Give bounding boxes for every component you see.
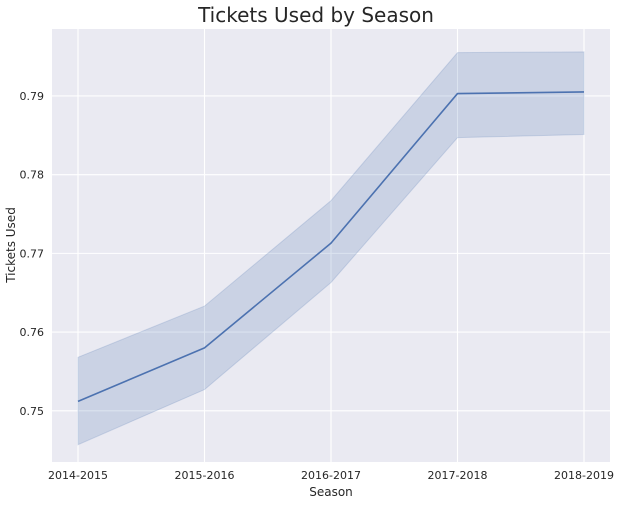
x-tick-label: 2018-2019 xyxy=(554,469,614,482)
y-tick-label: 0.78 xyxy=(20,169,45,182)
x-tick-label: 2015-2016 xyxy=(175,469,235,482)
x-tick-label: 2017-2018 xyxy=(428,469,488,482)
y-tick-labels: 0.75 0.76 0.77 0.78 0.79 xyxy=(20,90,45,418)
x-axis-label: Season xyxy=(309,485,353,499)
x-tick-label: 2014-2015 xyxy=(48,469,108,482)
y-tick-label: 0.79 xyxy=(20,90,45,103)
x-tick-label: 2016-2017 xyxy=(301,469,361,482)
y-axis-label: Tickets Used xyxy=(4,207,18,284)
y-tick-label: 0.76 xyxy=(20,326,45,339)
x-tick-labels: 2014-2015 2015-2016 2016-2017 2017-2018 2018… xyxy=(48,469,614,482)
y-tick-label: 0.77 xyxy=(20,247,45,260)
chart-title: Tickets Used by Season xyxy=(197,3,434,27)
y-tick-label: 0.75 xyxy=(20,405,45,418)
